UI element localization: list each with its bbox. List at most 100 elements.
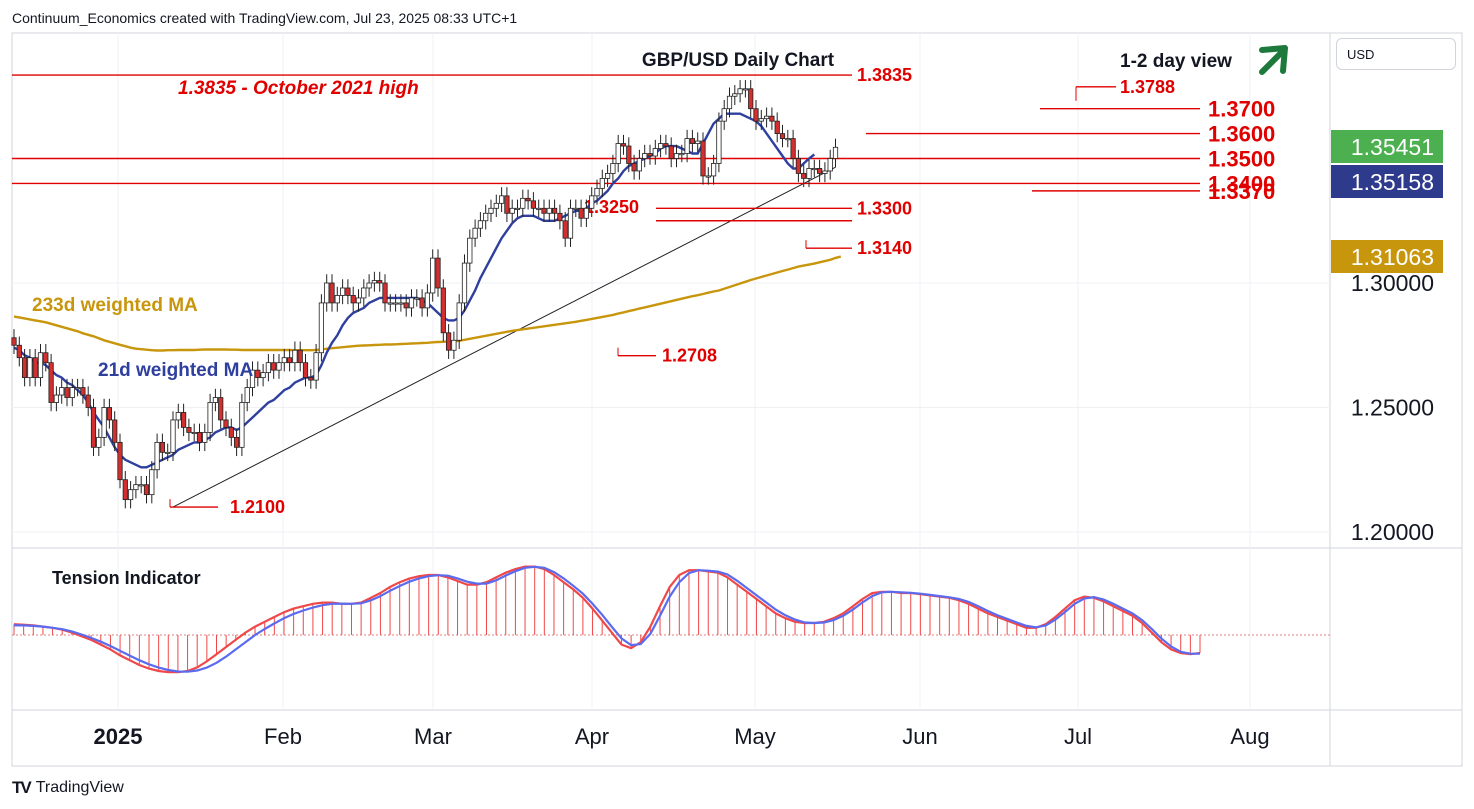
candle [795, 158, 802, 174]
candle [668, 145, 674, 159]
candle [11, 337, 17, 346]
x-tick-label: Feb [264, 724, 302, 749]
candle [536, 207, 542, 210]
level-label: 1.3500 [1208, 147, 1275, 172]
candle [658, 143, 664, 149]
candle [689, 138, 696, 144]
ma21-line [13, 112, 816, 469]
candle [329, 282, 335, 304]
candle [753, 108, 759, 122]
ma233-line [13, 255, 842, 352]
candle [276, 362, 282, 371]
candle [345, 287, 351, 296]
candle [112, 419, 118, 443]
level-label: 1.3370 [1208, 179, 1275, 204]
candle [377, 280, 383, 284]
candle [647, 153, 653, 157]
candle [212, 397, 218, 403]
x-tick-label: 2025 [94, 724, 143, 749]
candle [313, 352, 319, 381]
candle [339, 287, 346, 296]
level-label: 1.3400 [1208, 171, 1275, 196]
candle [764, 115, 770, 120]
y-tick-label: 1.30000 [1351, 270, 1434, 296]
currency-button[interactable]: USD [1336, 38, 1456, 70]
candle [451, 339, 457, 351]
candle [281, 357, 287, 364]
tradingview-brand: TradingView [35, 779, 124, 796]
badge-ma233 [1331, 240, 1443, 273]
candle [509, 207, 515, 214]
candle [255, 369, 261, 379]
tension-label: Tension Indicator [52, 568, 201, 588]
badge-last-price-text: 1.35451 [1351, 134, 1434, 160]
candle [774, 120, 780, 135]
candle [461, 262, 468, 304]
candle [334, 295, 340, 304]
candle [525, 197, 531, 202]
level-label: 1.2708 [662, 346, 717, 366]
candle [546, 207, 552, 214]
candle [149, 469, 155, 496]
candle [170, 419, 176, 453]
attribution-text: Continuum_Economics created with Trading… [12, 10, 518, 26]
candle [414, 297, 420, 300]
candle [811, 168, 817, 171]
candle [308, 377, 314, 381]
candle [493, 202, 499, 209]
candle [191, 431, 197, 434]
badge-last-price [1331, 130, 1443, 163]
candle [16, 344, 22, 359]
candle [589, 195, 595, 209]
candle [424, 292, 431, 309]
candle [318, 302, 325, 354]
candle [806, 168, 812, 179]
candle [53, 394, 60, 403]
tension-line [13, 565, 1201, 674]
candle [652, 148, 658, 157]
candle [21, 357, 28, 379]
candle [605, 173, 611, 179]
candle [615, 143, 621, 164]
candle [286, 357, 293, 364]
candle [223, 419, 229, 428]
candle [271, 362, 277, 371]
candle [371, 280, 378, 284]
candle [472, 227, 478, 239]
tradingview-logo[interactable]: TV TradingView [12, 778, 124, 798]
candle [732, 93, 738, 97]
candle [477, 220, 484, 229]
candle [175, 412, 181, 421]
candle [127, 489, 134, 501]
candle [32, 357, 38, 379]
x-tick-label: Mar [414, 724, 452, 749]
candle [398, 302, 404, 305]
candle [440, 287, 446, 334]
candle [583, 207, 590, 219]
candle [239, 402, 245, 448]
level-label: 1.3600 [1208, 122, 1275, 147]
view-label: 1-2 day view [1120, 51, 1232, 72]
candle [64, 387, 70, 398]
candle [769, 115, 775, 122]
candle [430, 257, 436, 294]
candle [117, 441, 123, 481]
candle [541, 207, 547, 214]
level-label: 1.3250 [584, 197, 639, 217]
chart-title: GBP/USD Daily Chart [642, 50, 835, 71]
candle [832, 146, 839, 159]
candle [244, 387, 250, 403]
candle [233, 436, 240, 448]
candle [392, 302, 399, 305]
candle [801, 173, 807, 179]
candle [403, 302, 409, 309]
candle [133, 484, 139, 491]
candle [705, 175, 711, 178]
candle [822, 170, 828, 174]
candle [790, 138, 796, 159]
candle [557, 212, 563, 222]
candle [737, 88, 743, 95]
candle [567, 207, 574, 239]
badge-ma21 [1331, 165, 1443, 198]
